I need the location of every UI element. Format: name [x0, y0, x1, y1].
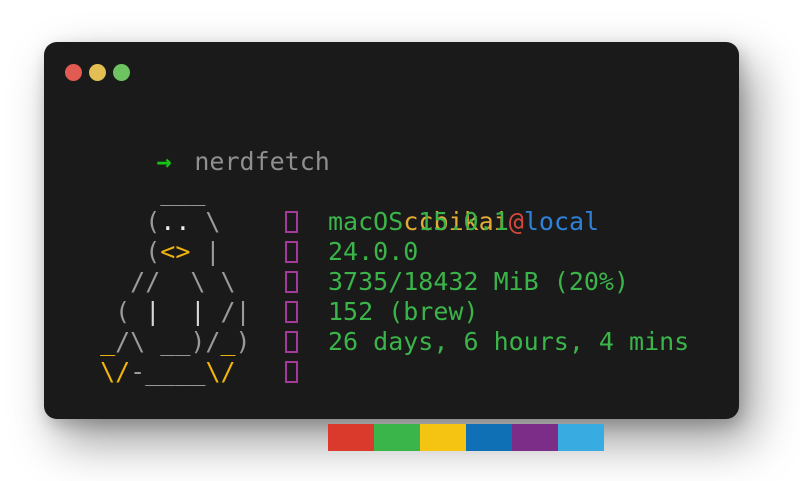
art-segment: ___ [85, 177, 206, 206]
art-segment [85, 327, 100, 356]
palette-row [283, 357, 689, 451]
info-text: 3735/18432 MiB (20%) [328, 267, 630, 296]
palette-swatch-yellow [420, 424, 466, 451]
art-segment: | [190, 297, 206, 326]
ascii-art-line: (.. \ [85, 207, 251, 237]
palette-swatch-green [374, 424, 420, 451]
system-info: ccbikai@local macOS 15.0.1 24.0.0 3735/184… [283, 177, 689, 451]
ascii-art-line: (<> | [85, 237, 251, 267]
info-text: 26 days, 6 hours, 4 mins [328, 327, 690, 356]
palette-swatch-blue [466, 424, 512, 451]
art-segment: ( [85, 237, 161, 266]
os-icon [285, 211, 298, 233]
art-segment: ( [85, 207, 161, 236]
memory-icon [285, 271, 298, 293]
art-segment: <> [160, 237, 191, 266]
palette-swatch-red [328, 424, 374, 451]
ascii-art-line: // \ \ [85, 267, 251, 297]
art-segment: _ [100, 327, 116, 356]
art-segment: \/ [100, 357, 131, 386]
close-button[interactable] [65, 64, 82, 81]
ascii-art-line: ( | | /| [85, 297, 251, 327]
art-segment: | [145, 297, 161, 326]
info-text: macOS 15.0.1 [328, 207, 509, 236]
art-segment: _ [220, 327, 236, 356]
minimize-button[interactable] [89, 64, 106, 81]
palette-icon [285, 361, 298, 383]
info-rows: macOS 15.0.1 24.0.0 3735/18432 MiB (20%) 15… [283, 207, 689, 357]
hostname-text: local [523, 207, 600, 236]
info-row: macOS 15.0.1 [283, 207, 689, 237]
packages-icon [285, 301, 298, 323]
ascii-art-line: \/-____\/ [85, 357, 251, 387]
art-segment: /\ __)/ [115, 327, 221, 356]
art-segment: -____ [130, 357, 206, 386]
art-segment: ( [85, 297, 146, 326]
tux-ascii-art: ___ (.. \ (<> | // \ \ ( | | /| _/\ __)/… [85, 177, 251, 387]
info-text: 24.0.0 [328, 237, 419, 266]
prompt-arrow-icon: → [156, 147, 172, 176]
art-segment: /| [205, 297, 251, 326]
art-segment [160, 297, 190, 326]
palette-swatch-purple [512, 424, 558, 451]
ascii-art-line: _/\ __)/_) [85, 327, 251, 357]
command-text: nerdfetch [194, 147, 330, 176]
art-segment [85, 357, 100, 386]
art-segment: \/ [205, 357, 236, 386]
terminal-window: → nerdfetch ___ (.. \ (<> | // \ \ ( | | … [44, 42, 739, 451]
username-text: ccbikai [403, 207, 509, 236]
art-segment: ) [235, 327, 251, 356]
uptime-icon [285, 331, 298, 353]
titlebar[interactable] [65, 64, 130, 81]
info-row: 26 days, 6 hours, 4 mins [283, 327, 689, 357]
info-row: 152 (brew) [283, 297, 689, 327]
palette-swatch-cyan [558, 424, 604, 451]
at-separator: @ [508, 207, 524, 236]
art-segment: // \ \ [85, 267, 236, 296]
info-row: 3735/18432 MiB (20%) [283, 267, 689, 297]
art-segment: .. [160, 207, 191, 236]
kernel-icon [285, 241, 298, 263]
zoom-button[interactable] [113, 64, 130, 81]
user-host-line: ccbikai@local [283, 177, 689, 236]
info-row: 24.0.0 [283, 237, 689, 267]
info-text: 152 (brew) [328, 297, 479, 326]
ascii-art-line: ___ [85, 177, 251, 207]
art-segment: \ [190, 207, 221, 236]
art-segment: | [190, 237, 221, 266]
prompt-line: → nerdfetch [66, 117, 330, 176]
